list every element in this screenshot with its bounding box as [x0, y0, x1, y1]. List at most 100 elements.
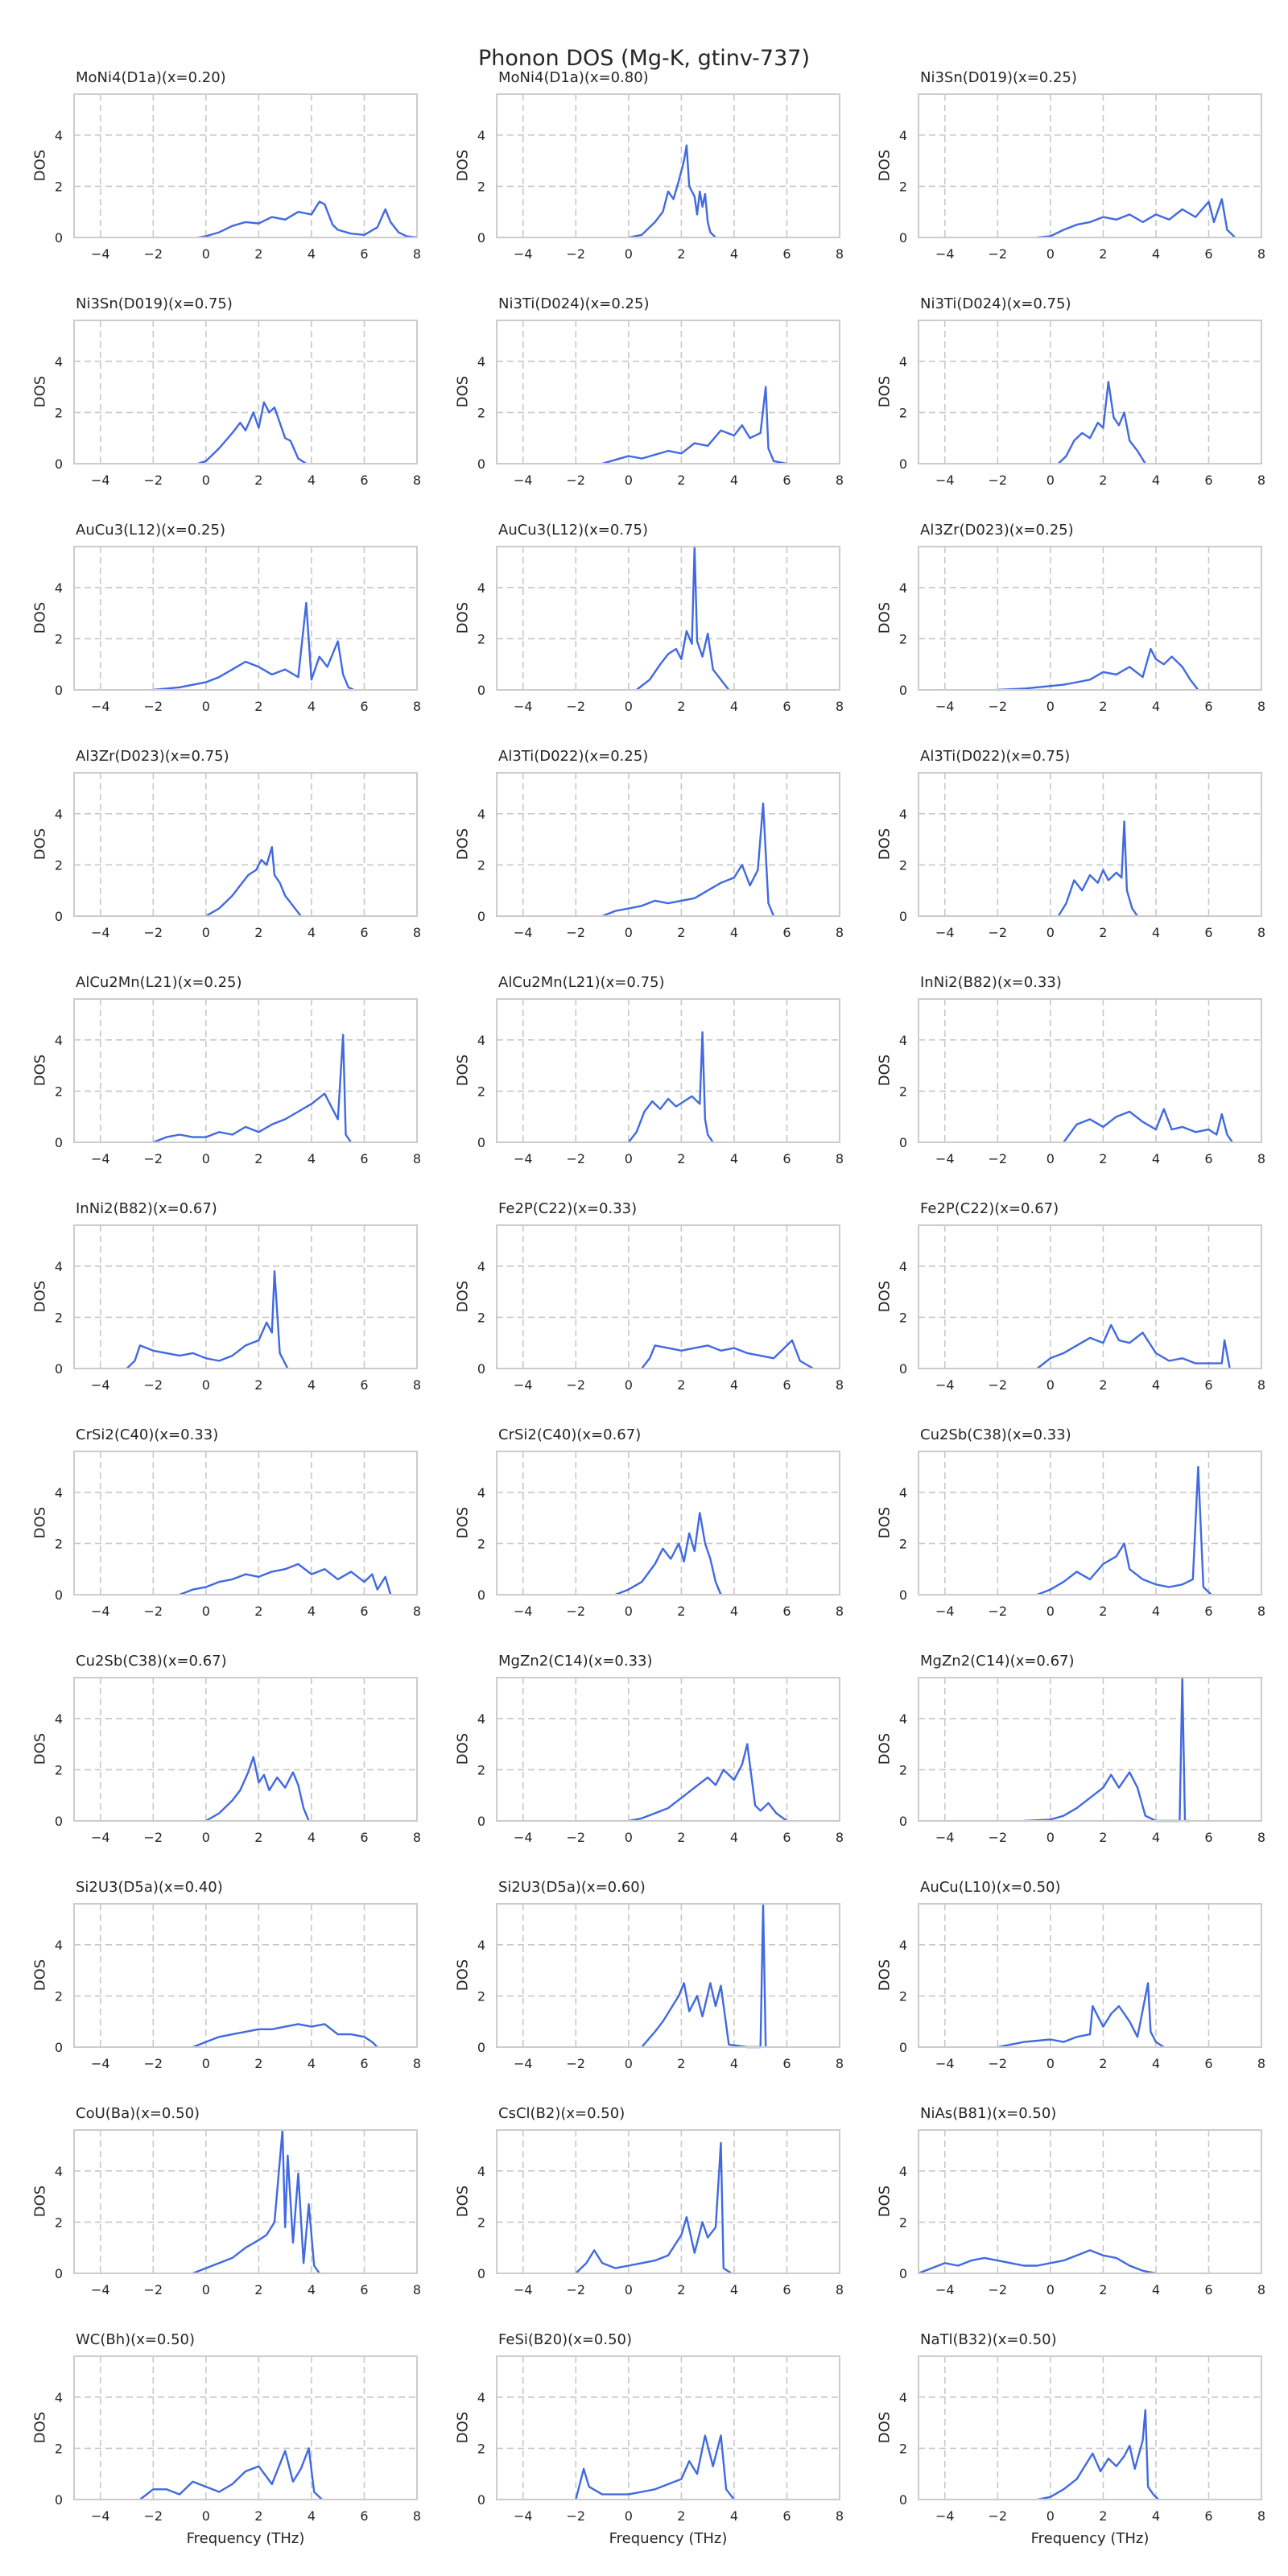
y-tick-label: 2: [899, 1084, 907, 1099]
x-tick-label: −2: [567, 1377, 586, 1393]
panel-plot: −4 −2 0 2 4 6 8 0 2 4: [899, 1224, 1265, 1393]
chart-panel: CrSi2(C40)(x=0.33) DOS −4 −2 0 2 4 6 8 0 2 4: [32, 1426, 422, 1619]
dos-line: [635, 545, 730, 691]
y-axis-label: DOS: [876, 828, 894, 861]
x-tick-label: 0: [625, 246, 633, 262]
y-tick-label: 0: [477, 456, 485, 472]
x-tick-label: 4: [1152, 699, 1160, 714]
x-tick-label: −4: [935, 2282, 955, 2297]
panel-plot: −4 −2 0 2 4 6 8 0 2 4: [899, 1676, 1265, 1845]
y-axis-label: DOS: [454, 828, 472, 861]
x-tick-label: −2: [989, 1830, 1008, 1845]
x-tick-label: 4: [308, 925, 316, 940]
x-axis-label: Frequency (THz): [1030, 2530, 1150, 2547]
x-tick-label: 2: [1099, 246, 1107, 262]
y-tick-label: 2: [477, 179, 485, 194]
x-tick-label: −4: [91, 2282, 110, 2297]
x-tick-label: −2: [567, 2282, 586, 2297]
panel-title: MgZn2(C14)(x=0.33): [498, 1653, 653, 1670]
y-tick-label: 4: [477, 1033, 485, 1048]
x-tick-label: 4: [1152, 473, 1160, 488]
chart-panel: Al3Zr(D023)(x=0.75) DOS −4 −2 0 2 4 6 8 0 2 4: [32, 748, 422, 940]
chart-panel: Al3Ti(D022)(x=0.25) DOS −4 −2 0 2 4 6 8 0 2 4: [455, 748, 844, 940]
y-axis-label: DOS: [31, 828, 49, 861]
panel-title: Ni3Ti(D024)(x=0.25): [498, 295, 650, 312]
y-tick-label: 4: [899, 1938, 907, 1953]
x-tick-label: −2: [567, 2508, 586, 2524]
x-tick-label: −4: [935, 1604, 955, 1619]
y-tick-label: 4: [899, 1259, 907, 1274]
panel-title: MoNi4(D1a)(x=0.20): [76, 69, 226, 86]
y-tick-label: 2: [899, 631, 907, 646]
x-tick-label: 0: [202, 246, 210, 262]
y-tick-label: 4: [899, 807, 907, 822]
x-tick-label: 4: [308, 1830, 316, 1845]
plot-frame: [918, 1903, 1262, 2048]
y-tick-label: 2: [899, 1310, 907, 1325]
x-tick-label: 4: [308, 2056, 316, 2071]
x-tick-label: 4: [1152, 1830, 1160, 1845]
y-axis-label: DOS: [454, 601, 472, 634]
panel-plot: −4 −2 0 2 4 6 8 0 2 4: [55, 1451, 421, 1619]
x-tick-label: 8: [413, 2056, 421, 2071]
x-tick-label: 6: [1204, 1377, 1212, 1393]
panel-title: AuCu(L10)(x=0.50): [920, 1879, 1061, 1896]
y-tick-label: 0: [55, 1814, 63, 1829]
x-tick-label: −4: [91, 473, 110, 488]
panel-plot: −4 −2 0 2 4 6 8 0 2 4: [55, 546, 421, 714]
panel-plot: −4 −2 0 2 4 6 8 0 2 4: [899, 93, 1265, 262]
plot-frame: [496, 1677, 840, 1822]
dos-line: [197, 200, 418, 239]
y-tick-label: 0: [899, 2266, 907, 2281]
chart-panel: InNi2(B82)(x=0.33) DOS −4 −2 0 2 4 6 8 0 2 4: [877, 974, 1266, 1166]
y-tick-label: 0: [55, 1135, 63, 1150]
y-axis-label: DOS: [454, 1732, 472, 1765]
chart-panel: AuCu3(L12)(x=0.25) DOS −4 −2 0 2 4 6 8 0 2 4: [32, 522, 422, 714]
x-tick-label: −2: [989, 1151, 1008, 1166]
panel-plot: −4 −2 0 2 4 6 8 0 2 4: [55, 1677, 421, 1845]
x-tick-label: −4: [514, 1830, 533, 1845]
x-tick-label: 4: [730, 699, 738, 714]
panel-title: InNi2(B82)(x=0.67): [76, 1200, 217, 1217]
dos-line: [575, 2434, 735, 2500]
x-tick-label: 6: [360, 2282, 368, 2297]
chart-panel: Si2U3(D5a)(x=0.60) DOS −4 −2 0 2 4 6 8 0 2 4: [455, 1879, 844, 2071]
panel-plot: −4 −2 0 2 4 6 8 0 2 4: [899, 546, 1265, 714]
x-tick-label: 6: [360, 1377, 368, 1393]
y-tick-label: 0: [55, 1587, 63, 1603]
y-tick-label: 0: [477, 2492, 485, 2508]
y-tick-label: 4: [55, 2390, 63, 2405]
dos-line: [192, 2128, 320, 2275]
y-axis-label: DOS: [876, 149, 894, 182]
panel-title: Cu2Sb(C38)(x=0.33): [920, 1426, 1071, 1443]
y-axis-label: DOS: [31, 2411, 49, 2444]
x-tick-label: 4: [730, 1151, 738, 1166]
x-tick-label: 6: [360, 1604, 368, 1619]
y-tick-label: 0: [899, 230, 907, 246]
x-tick-label: 2: [1099, 2508, 1107, 2524]
panel-plot: −4 −2 0 2 4 6 8 0 2 4: [477, 2355, 844, 2524]
x-tick-label: 0: [202, 699, 210, 714]
y-tick-label: 0: [55, 2040, 63, 2055]
y-tick-label: 2: [899, 1762, 907, 1777]
panel-title: Si2U3(D5a)(x=0.60): [498, 1879, 646, 1896]
y-tick-label: 2: [477, 2441, 485, 2456]
y-tick-label: 4: [55, 1485, 63, 1501]
x-tick-label: 0: [1046, 1377, 1055, 1393]
x-tick-label: 2: [677, 925, 685, 940]
y-tick-label: 0: [55, 230, 63, 246]
x-tick-label: 6: [1204, 1830, 1212, 1845]
plot-frame: [73, 2129, 418, 2274]
x-tick-label: 4: [730, 473, 738, 488]
x-tick-label: 6: [360, 2056, 368, 2071]
panel-title: InNi2(B82)(x=0.33): [920, 974, 1062, 991]
x-tick-label: 8: [836, 1604, 844, 1619]
dos-line: [641, 1902, 767, 2049]
x-tick-label: −4: [514, 2282, 533, 2297]
dos-line: [1037, 1465, 1212, 1596]
x-tick-label: −2: [144, 473, 163, 488]
y-tick-label: 2: [55, 179, 63, 194]
y-tick-label: 2: [477, 631, 485, 646]
x-tick-label: −4: [91, 699, 110, 714]
chart-panel: MoNi4(D1a)(x=0.20) DOS −4 −2 0 2 4 6 8 0 2 4: [32, 69, 422, 262]
